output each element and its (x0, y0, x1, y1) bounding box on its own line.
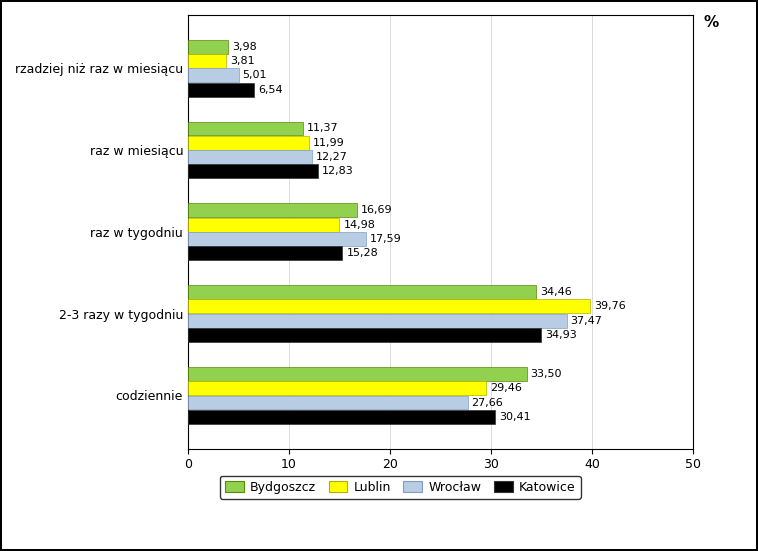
Text: 11,99: 11,99 (313, 138, 345, 148)
Text: 11,37: 11,37 (307, 123, 339, 133)
Bar (188, 203, 357, 217)
Bar (188, 136, 309, 150)
Bar (188, 232, 366, 246)
Text: 34,46: 34,46 (540, 287, 572, 297)
Bar (188, 40, 228, 53)
Text: 12,27: 12,27 (316, 152, 348, 162)
Bar (188, 328, 541, 342)
Bar (188, 218, 340, 231)
Text: 29,46: 29,46 (490, 383, 522, 393)
Bar (188, 381, 486, 395)
Bar (188, 410, 495, 424)
Bar (188, 165, 318, 179)
Bar (188, 299, 590, 314)
Text: 39,76: 39,76 (594, 301, 625, 311)
Text: 33,50: 33,50 (531, 369, 562, 379)
Text: 37,47: 37,47 (571, 316, 603, 326)
Bar (188, 68, 239, 82)
Text: 6,54: 6,54 (258, 85, 283, 95)
Text: 14,98: 14,98 (343, 220, 375, 230)
Bar (188, 54, 227, 68)
Text: 3,81: 3,81 (230, 56, 255, 66)
Bar (188, 314, 567, 328)
Bar (188, 122, 303, 136)
Text: 34,93: 34,93 (545, 330, 577, 340)
Text: 15,28: 15,28 (346, 249, 378, 258)
Text: 17,59: 17,59 (370, 234, 402, 244)
Bar (188, 285, 536, 299)
Bar (188, 150, 312, 164)
Bar (188, 367, 527, 381)
Bar (188, 246, 343, 260)
Text: 12,83: 12,83 (321, 166, 353, 176)
Text: %: % (703, 15, 719, 30)
Legend: Bydgoszcz, Lublin, Wrocław, Katowice: Bydgoszcz, Lublin, Wrocław, Katowice (220, 476, 581, 499)
Text: 3,98: 3,98 (232, 42, 257, 52)
Text: 16,69: 16,69 (361, 206, 393, 215)
Text: 5,01: 5,01 (243, 71, 267, 80)
Text: 30,41: 30,41 (500, 412, 531, 422)
Text: 27,66: 27,66 (471, 397, 503, 408)
Bar (188, 396, 468, 409)
Bar (188, 83, 254, 96)
